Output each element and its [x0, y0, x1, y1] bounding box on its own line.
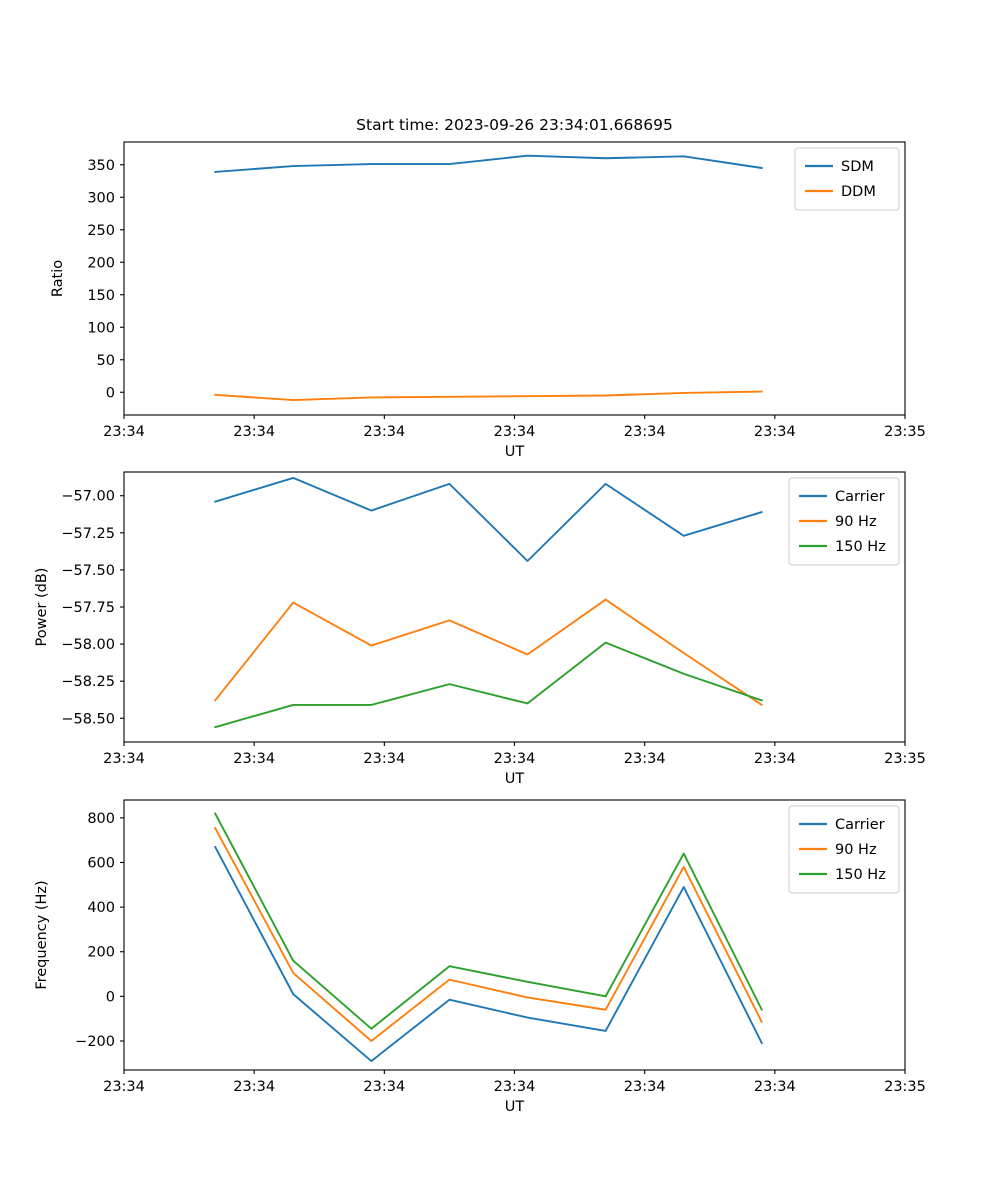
ytick-label: −58.00 — [61, 637, 115, 653]
ytick-label: −57.50 — [61, 563, 115, 579]
series-line-ddm — [214, 390, 763, 401]
xtick-label: 23:34 — [624, 751, 666, 767]
axes-power-plot: 23:34 23:34 23:34 23:34 23:34 23:34 23:35 UT −57… — [34, 471, 926, 787]
xtick-label: 23:34 — [233, 424, 275, 440]
legend-frequency-plot: Carrier 90 Hz 150 Hz — [788, 805, 900, 894]
ytick-label: 0 — [106, 989, 115, 1005]
xtick-label: 23:34 — [233, 751, 275, 767]
xtick-label: 23:35 — [884, 424, 926, 440]
legend-item-carrier[interactable]: Carrier — [799, 489, 885, 505]
ytick-label: 100 — [87, 320, 115, 336]
series-line-sdm — [214, 154, 763, 173]
series-line-150-hz — [214, 812, 763, 1030]
xtick-label: 23:34 — [103, 751, 145, 767]
axes-frequency-plot: 23:34 23:34 23:34 23:34 23:34 23:34 23:35 UT −20… — [34, 799, 926, 1115]
legend-power-plot: Carrier 90 Hz 150 Hz — [788, 477, 900, 566]
ytick-label: −58.50 — [61, 711, 115, 727]
xtick-label: 23:34 — [363, 1079, 405, 1095]
series-line-90-hz — [214, 826, 763, 1042]
ytick-label: 800 — [87, 811, 115, 827]
yaxis-label-power-plot: Power (dB) — [34, 568, 50, 647]
legend-background — [788, 477, 900, 566]
legend-background — [788, 805, 900, 894]
legend-label: 150 Hz — [835, 867, 886, 883]
ytick-label: 200 — [87, 945, 115, 961]
legend-label: 90 Hz — [835, 842, 877, 858]
series-line-carrier — [214, 845, 763, 1063]
xaxis-label-ratio-plot: UT — [505, 444, 525, 460]
legend-item-90-hz[interactable]: 90 Hz — [799, 842, 877, 858]
xtick-label: 23:34 — [624, 1079, 666, 1095]
legend-label: SDM — [841, 159, 874, 175]
legend-item-sdm[interactable]: SDM — [805, 159, 874, 175]
ytick-label: −200 — [75, 1034, 115, 1050]
legend-background — [794, 147, 900, 211]
yaxis-label-frequency-plot: Frequency (Hz) — [34, 880, 50, 989]
xtick-label: 23:34 — [494, 1079, 536, 1095]
xtick-label: 23:34 — [363, 751, 405, 767]
legend-item-150-hz[interactable]: 150 Hz — [799, 867, 886, 883]
ytick-label: 300 — [87, 190, 115, 206]
xtick-label: 23:34 — [494, 751, 536, 767]
ytick-label: 350 — [87, 158, 115, 174]
xtick-label: 23:34 — [754, 1079, 796, 1095]
legend-label: 90 Hz — [835, 514, 877, 530]
legend-label: 150 Hz — [835, 539, 886, 555]
legend-item-150-hz[interactable]: 150 Hz — [799, 539, 886, 555]
axes-ratio-plot: 23:34 23:34 23:34 23:34 23:34 23:34 23:35 UT 0 50… — [50, 116, 926, 460]
series-line-150-hz — [214, 641, 763, 729]
legend-ratio-plot: SDM DDM — [794, 147, 900, 211]
xaxis-label-power-plot: UT — [505, 771, 525, 787]
ytick-label: 0 — [106, 385, 115, 401]
xtick-label: 23:34 — [363, 424, 405, 440]
xtick-label: 23:34 — [103, 424, 145, 440]
figure-title: Start time: 2023-09-26 23:34:01.668695 — [356, 116, 673, 134]
ytick-label: 600 — [87, 855, 115, 871]
legend-item-carrier[interactable]: Carrier — [799, 817, 885, 833]
ytick-label: 150 — [87, 288, 115, 304]
ytick-label: 250 — [87, 223, 115, 239]
legend-label: Carrier — [835, 489, 885, 505]
legend-item-90-hz[interactable]: 90 Hz — [799, 514, 877, 530]
xtick-label: 23:34 — [233, 1079, 275, 1095]
ytick-label: 200 — [87, 255, 115, 271]
legend-label: DDM — [841, 184, 876, 200]
ytick-label: 50 — [97, 353, 115, 369]
series-line-90-hz — [214, 598, 763, 706]
ytick-label: −57.25 — [61, 526, 115, 542]
ytick-label: 400 — [87, 900, 115, 916]
xtick-label: 23:34 — [494, 424, 536, 440]
yaxis-label-ratio-plot: Ratio — [50, 260, 66, 297]
xtick-label: 23:35 — [884, 751, 926, 767]
legend-label: Carrier — [835, 817, 885, 833]
series-line-carrier — [214, 476, 763, 562]
xtick-label: 23:34 — [103, 1079, 145, 1095]
xtick-label: 23:35 — [884, 1079, 926, 1095]
xtick-label: 23:34 — [624, 424, 666, 440]
ytick-label: −57.00 — [61, 489, 115, 505]
ytick-label: −58.25 — [61, 674, 115, 690]
ytick-label: −57.75 — [61, 600, 115, 616]
legend-item-ddm[interactable]: DDM — [805, 184, 876, 200]
axes-layer: 23:34 23:34 23:34 23:34 23:34 23:34 23:35 UT 0 50… — [34, 116, 926, 1115]
xtick-label: 23:34 — [754, 751, 796, 767]
xaxis-label-frequency-plot: UT — [505, 1099, 525, 1115]
xtick-label: 23:34 — [754, 424, 796, 440]
